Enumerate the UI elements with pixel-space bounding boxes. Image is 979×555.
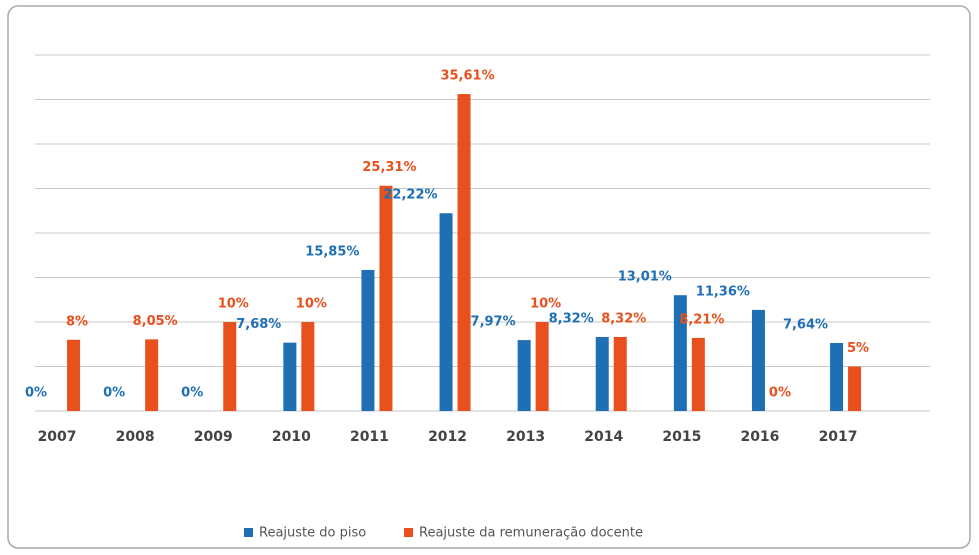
bar: [439, 213, 453, 411]
bar: [301, 322, 315, 411]
bar: [223, 322, 237, 411]
data-label: 5%: [847, 341, 869, 356]
data-label: 0%: [181, 386, 203, 401]
data-label: 10%: [218, 297, 249, 312]
data-label: 13,01%: [618, 270, 672, 285]
data-label: 8,32%: [549, 311, 594, 326]
legend-swatch: [404, 528, 413, 537]
data-label: 15,85%: [305, 244, 359, 259]
bar: [613, 336, 627, 411]
bar: [673, 295, 687, 411]
legend-label: Reajuste do piso: [259, 526, 366, 541]
data-label: 7,97%: [471, 315, 516, 330]
data-label: 8,05%: [133, 314, 178, 329]
data-label: 10%: [530, 297, 561, 312]
bar: [67, 339, 81, 411]
legend-label: Reajuste da remuneração docente: [419, 526, 643, 541]
x-tick-label: 2011: [350, 429, 389, 445]
data-label: 10%: [296, 297, 327, 312]
x-tick-label: 2016: [740, 429, 779, 445]
data-label: 7,64%: [783, 318, 828, 333]
x-tick-label: 2007: [38, 429, 77, 445]
x-tick-label: 2015: [662, 429, 701, 445]
x-tick-label: 2012: [428, 429, 467, 445]
x-tick-label: 2009: [194, 429, 233, 445]
data-label: 11,36%: [696, 284, 750, 299]
bar: [379, 185, 393, 411]
data-label: 0%: [769, 386, 791, 401]
data-label: 7,68%: [236, 317, 281, 332]
bar: [848, 366, 862, 411]
bar: [283, 342, 297, 411]
data-label: 25,31%: [362, 160, 416, 175]
bar: [595, 336, 609, 411]
x-tick-label: 2013: [506, 429, 545, 445]
data-label: 22,22%: [383, 188, 437, 203]
data-label: 8,21%: [679, 312, 724, 327]
bar: [457, 94, 471, 412]
data-label: 35,61%: [440, 69, 494, 84]
bar: [830, 343, 844, 411]
data-label: 8,32%: [601, 311, 646, 326]
x-tick-label: 2017: [819, 429, 858, 445]
bar: [691, 337, 705, 411]
bar: [535, 322, 549, 411]
data-label: 0%: [25, 386, 47, 401]
bar: [751, 309, 765, 411]
data-label: 8%: [66, 314, 88, 329]
x-tick-label: 2014: [584, 429, 623, 445]
bar: [145, 339, 159, 411]
x-tick-label: 2010: [272, 429, 311, 445]
bar: [517, 340, 531, 411]
x-tick-label: 2008: [116, 429, 155, 445]
bar: [361, 269, 375, 411]
data-label: 0%: [103, 386, 125, 401]
legend-swatch: [244, 528, 253, 537]
